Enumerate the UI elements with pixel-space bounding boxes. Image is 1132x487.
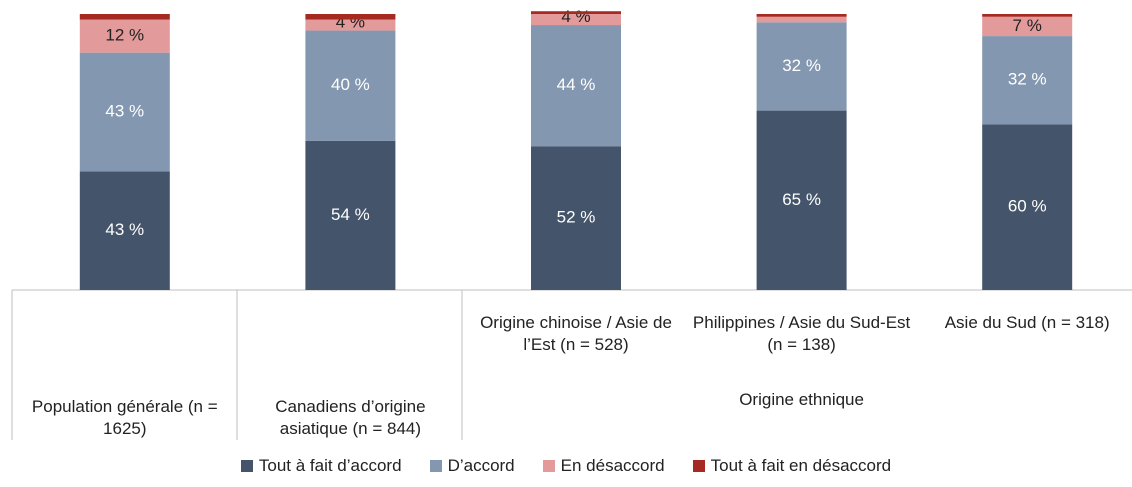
bar-segment	[531, 14, 621, 26]
bar-segment	[305, 30, 396, 141]
bar-segment	[531, 11, 621, 14]
legend-label: Tout à fait en désaccord	[710, 456, 892, 475]
bar-segment	[756, 22, 847, 111]
x-tick-label: Canadiens d’origine asiatique (n = 844)	[275, 397, 426, 438]
legend-swatch	[542, 460, 555, 472]
bar-segment	[79, 171, 170, 290]
bar-segment	[79, 19, 170, 53]
bar-segment	[79, 52, 170, 172]
data-label: 12 %	[105, 26, 144, 45]
x-tick-label: Philippines / Asie du Sud-Est (n = 138)	[692, 313, 911, 354]
bar-segment	[756, 110, 847, 290]
bar-segment	[982, 124, 1073, 291]
legend-label: Tout à fait d’accord	[258, 456, 402, 475]
data-label: 60 %	[1008, 197, 1047, 216]
bar-segment	[531, 146, 621, 290]
data-label: 54 %	[331, 205, 370, 224]
bar-segment	[982, 36, 1073, 125]
data-label: 52 %	[557, 208, 596, 227]
legend: Tout à fait d’accord D’accord En désaccord…	[0, 456, 1132, 476]
x-tick-label: Asie du Sud (n = 318)	[944, 313, 1110, 332]
group-label: Origine ethnique	[739, 390, 864, 409]
legend-swatch	[429, 460, 442, 472]
data-label: 7 %	[1013, 16, 1042, 35]
bar-segment	[305, 19, 396, 31]
data-label: 32 %	[1008, 70, 1047, 89]
bar-segment	[982, 14, 1073, 17]
bar-segment	[305, 140, 396, 290]
legend-label: En désaccord	[560, 456, 665, 475]
data-label: 43 %	[105, 220, 144, 239]
x-tick-label: Population générale (n = 1625)	[31, 397, 218, 438]
data-label: 44 %	[557, 75, 596, 94]
legend-swatch	[692, 460, 705, 472]
legend-item: En désaccord	[542, 456, 665, 476]
legend-item: D’accord	[429, 456, 515, 476]
bar-segment	[756, 16, 847, 23]
legend-label: D’accord	[447, 456, 515, 475]
bar-segment	[982, 16, 1073, 37]
bar-segment	[305, 14, 396, 20]
x-tick-label: Origine chinoise / Asie de l’Est (n = 52…	[480, 313, 672, 354]
legend-item: Tout à fait en désaccord	[692, 456, 892, 476]
legend-swatch	[240, 460, 253, 472]
bar-segment	[531, 25, 621, 147]
data-label: 40 %	[331, 75, 370, 94]
data-label: 4 %	[561, 7, 590, 26]
bar-segment	[756, 14, 847, 17]
data-label: 43 %	[105, 101, 144, 120]
legend-item: Tout à fait d’accord	[240, 456, 402, 476]
data-label: 32 %	[782, 56, 821, 75]
data-label: 65 %	[782, 190, 821, 209]
bar-segment	[79, 14, 170, 20]
